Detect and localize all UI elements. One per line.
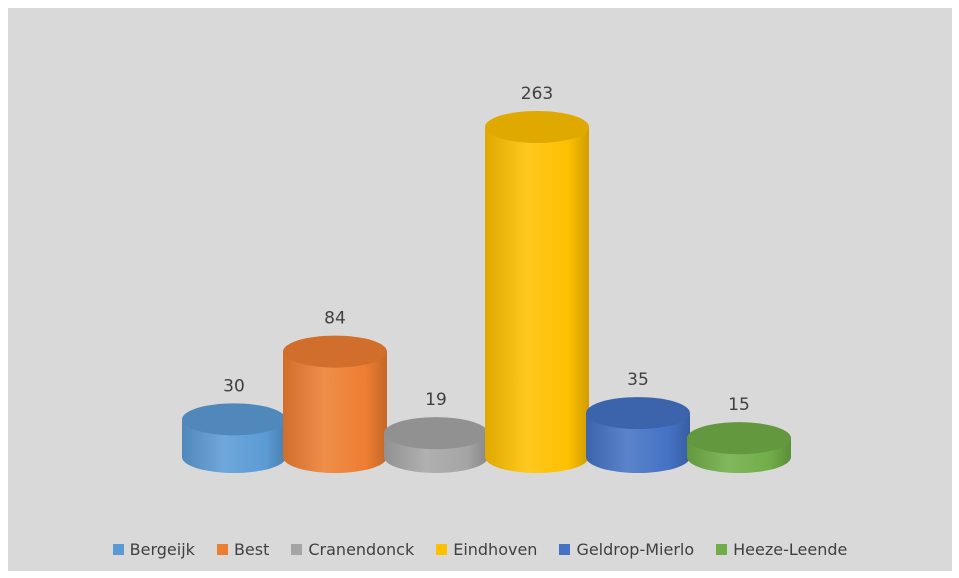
data-label-geldrop-mierlo: 35 bbox=[627, 370, 649, 390]
legend-item-heeze-leende: Heeze-Leende bbox=[716, 540, 847, 559]
chart-area: 30 84 19 263 35 15 Bergeijk Best Cranendonck Ein… bbox=[8, 8, 952, 571]
bar-top-best bbox=[283, 335, 387, 368]
legend-item-best: Best bbox=[216, 539, 270, 559]
legend-item-eindhoven: Eindhoven bbox=[436, 540, 537, 559]
legend-item-cranendonck: Cranendonck bbox=[291, 540, 414, 559]
legend-swatch-heeze-leende bbox=[716, 543, 728, 555]
bar-bergeijk bbox=[182, 403, 286, 473]
data-label-heeze-leende: 15 bbox=[728, 395, 750, 415]
bar-heeze-leende bbox=[687, 422, 791, 473]
legend-item-geldrop-mierlo: Geldrop-Mierlo bbox=[559, 540, 694, 559]
bar-body-geldrop-mierlo bbox=[586, 413, 690, 473]
bar-top-heeze-leende bbox=[687, 422, 791, 455]
bar-top-bergeijk bbox=[182, 403, 286, 436]
bar-top-cranendonck bbox=[384, 417, 488, 450]
legend-label-geldrop-mierlo: Geldrop-Mierlo bbox=[576, 539, 695, 559]
bar-cranendonck bbox=[384, 417, 488, 473]
legend: Bergeijk Best Cranendonck Eindhoven Geldrop-… bbox=[8, 534, 952, 564]
legend-swatch-best bbox=[216, 543, 228, 555]
legend-item-bergeijk: Bergeijk bbox=[112, 539, 195, 559]
legend-swatch-eindhoven bbox=[436, 543, 448, 555]
legend-label-heeze-leende: Heeze-Leende bbox=[733, 539, 848, 559]
data-label-bergeijk: 30 bbox=[223, 376, 245, 396]
bar-top-geldrop-mierlo bbox=[586, 397, 690, 430]
bar-body-eindhoven bbox=[485, 127, 589, 473]
chart-plot: 30 84 19 263 35 15 bbox=[182, 84, 791, 473]
legend-label-best: Best bbox=[233, 539, 270, 559]
legend-swatch-bergeijk bbox=[112, 543, 124, 555]
bar-best bbox=[283, 335, 387, 473]
legend-label-cranendonck: Cranendonck bbox=[308, 539, 415, 559]
legend-label-bergeijk: Bergeijk bbox=[129, 539, 195, 559]
legend-swatch-cranendonck bbox=[291, 543, 303, 555]
data-label-best: 84 bbox=[324, 309, 346, 329]
data-label-cranendonck: 19 bbox=[425, 390, 447, 410]
data-label-eindhoven: 263 bbox=[521, 84, 553, 104]
bar-eindhoven bbox=[485, 111, 589, 473]
bar-body-best bbox=[283, 351, 387, 473]
legend-label-eindhoven: Eindhoven bbox=[453, 539, 538, 559]
legend-swatch-geldrop-mierlo bbox=[559, 543, 571, 555]
bar-top-eindhoven bbox=[485, 111, 589, 143]
bar-geldrop-mierlo bbox=[586, 397, 690, 473]
